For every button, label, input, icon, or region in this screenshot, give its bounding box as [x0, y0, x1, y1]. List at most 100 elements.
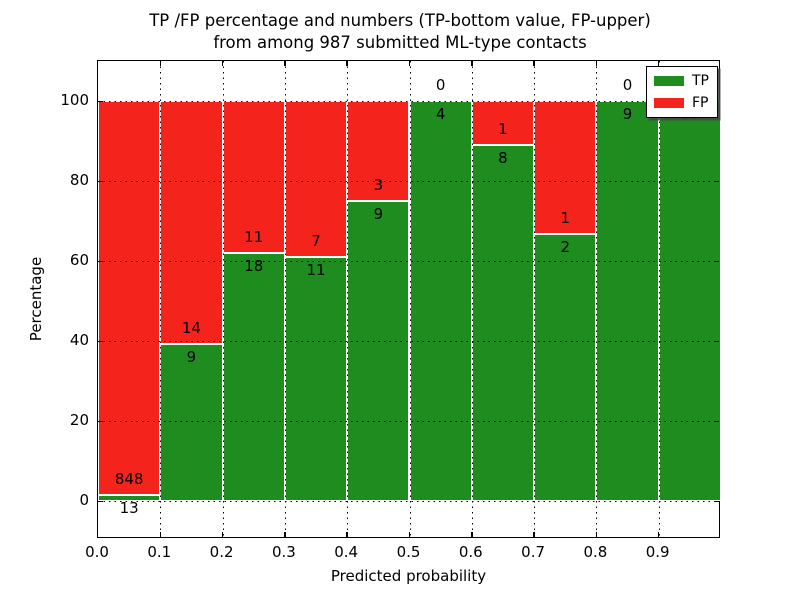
x-tick-mark — [284, 532, 286, 537]
y-tick-mark — [98, 260, 103, 263]
y-tick-label: 60 — [69, 251, 89, 269]
x-tick-label: 0.7 — [521, 543, 546, 561]
bar-label-fp: 3 — [373, 176, 384, 194]
bar-label-fp: 11 — [244, 227, 264, 246]
x-gridline — [534, 61, 536, 537]
x-tick-label: 0.2 — [209, 543, 234, 561]
x-gridline — [596, 61, 598, 537]
y-tick-mark — [714, 500, 719, 503]
x-tick-mark — [533, 61, 535, 66]
bar-label-fp: 0 — [435, 76, 446, 94]
bar-label-fp: 1 — [498, 120, 508, 139]
bar-label-fp: 14 — [181, 319, 201, 338]
x-tick-mark — [471, 532, 473, 537]
bar-label-tp: 4 — [435, 105, 446, 123]
x-gridline — [471, 61, 473, 537]
y-tick-label: 80 — [69, 171, 89, 189]
bar-segment-fp — [98, 101, 161, 495]
chart-title: TP /FP percentage and numbers (TP-bottom… — [0, 10, 800, 54]
y-gridline — [98, 101, 719, 102]
x-gridline — [222, 61, 224, 537]
x-tick-mark — [159, 61, 162, 66]
x-tick-mark — [657, 532, 660, 537]
bar-label-tp: 8 — [498, 149, 508, 168]
bar-segment-tp — [160, 344, 223, 501]
y-tick-mark — [714, 180, 719, 183]
bar-segment-tp — [596, 101, 659, 501]
y-tick-label: 20 — [69, 411, 89, 429]
bar-segment-fp — [222, 101, 285, 253]
bar-label-tp: 13 — [119, 498, 139, 517]
bar-segment-tp — [409, 101, 472, 501]
x-tick-label: 0.6 — [458, 543, 483, 561]
y-tick-mark — [714, 340, 719, 343]
y-tick-mark — [98, 100, 103, 103]
x-gridline — [160, 61, 162, 537]
y-tick-mark — [98, 420, 103, 423]
bar-label-tp: 9 — [186, 348, 197, 367]
bar-segment-tp — [284, 256, 348, 501]
y-tick-label: 40 — [69, 331, 89, 349]
y-gridline — [98, 341, 719, 342]
x-tick-mark — [221, 61, 224, 66]
x-tick-label: 0.5 — [396, 543, 421, 561]
y-tick-mark — [98, 340, 103, 343]
bar-segment-tp — [222, 252, 285, 501]
y-gridline — [98, 421, 719, 422]
bar-segment-fp — [160, 101, 223, 345]
legend-item-tp: TP — [654, 73, 709, 89]
x-gridline — [347, 61, 349, 537]
x-tick-mark — [471, 61, 473, 66]
x-tick-label: 0.0 — [85, 543, 109, 561]
plot-area: TP FP 8481314911187113904181209019 — [97, 60, 721, 538]
bar-segment-tp — [471, 145, 535, 501]
x-tick-label: 0.3 — [271, 543, 296, 561]
y-tick-mark — [714, 260, 719, 263]
bar-label-tp: 9 — [622, 105, 633, 123]
y-gridline — [98, 181, 719, 182]
tp-color-swatch — [654, 76, 684, 86]
x-tick-mark — [595, 61, 598, 66]
y-gridline — [98, 261, 719, 262]
x-tick-mark — [346, 61, 348, 66]
x-tick-mark — [657, 61, 660, 66]
bar-label-fp: 0 — [622, 76, 633, 94]
x-tick-mark — [595, 532, 598, 537]
x-tick-mark — [346, 532, 348, 537]
y-tick-label: 100 — [60, 91, 89, 109]
x-tick-mark — [221, 532, 224, 537]
bar-label-tp: 18 — [244, 256, 264, 275]
bar-segment-tp — [347, 201, 410, 501]
chart-title-line1: TP /FP percentage and numbers (TP-bottom… — [149, 11, 651, 30]
bar-label-tp: 11 — [306, 260, 326, 279]
x-tick-mark — [284, 61, 286, 66]
legend-item-fp: FP — [654, 95, 709, 111]
bar-label-fp: 848 — [114, 469, 144, 488]
bar-label-tp: 2 — [560, 238, 571, 257]
x-tick-mark — [159, 532, 162, 537]
x-tick-label: 0.4 — [334, 543, 359, 561]
y-tick-mark — [714, 420, 719, 423]
fp-color-swatch — [654, 98, 684, 108]
y-gridline — [98, 501, 719, 502]
chart-title-line2: from among 987 submitted ML-type contact… — [213, 33, 587, 52]
legend-label-fp: FP — [692, 95, 709, 111]
bar-label-tp: 9 — [373, 205, 384, 223]
bar-label-fp: 1 — [560, 209, 571, 228]
x-gridline — [658, 61, 660, 537]
x-tick-label: 0.1 — [147, 543, 172, 561]
legend: TP FP — [646, 66, 718, 118]
y-tick-mark — [98, 500, 103, 503]
y-tick-label: 0 — [79, 491, 89, 509]
x-tick-mark — [408, 532, 411, 537]
x-tick-label: 0.8 — [583, 543, 608, 561]
bar-label-fp: 7 — [311, 231, 321, 250]
bar-segment-tp — [658, 101, 721, 501]
x-axis-title: Predicted probability — [330, 567, 487, 585]
x-gridline — [409, 61, 411, 537]
x-tick-mark — [408, 61, 411, 66]
x-gridline — [284, 61, 286, 537]
x-tick-mark — [533, 532, 535, 537]
bar-segment-fp — [471, 101, 535, 146]
